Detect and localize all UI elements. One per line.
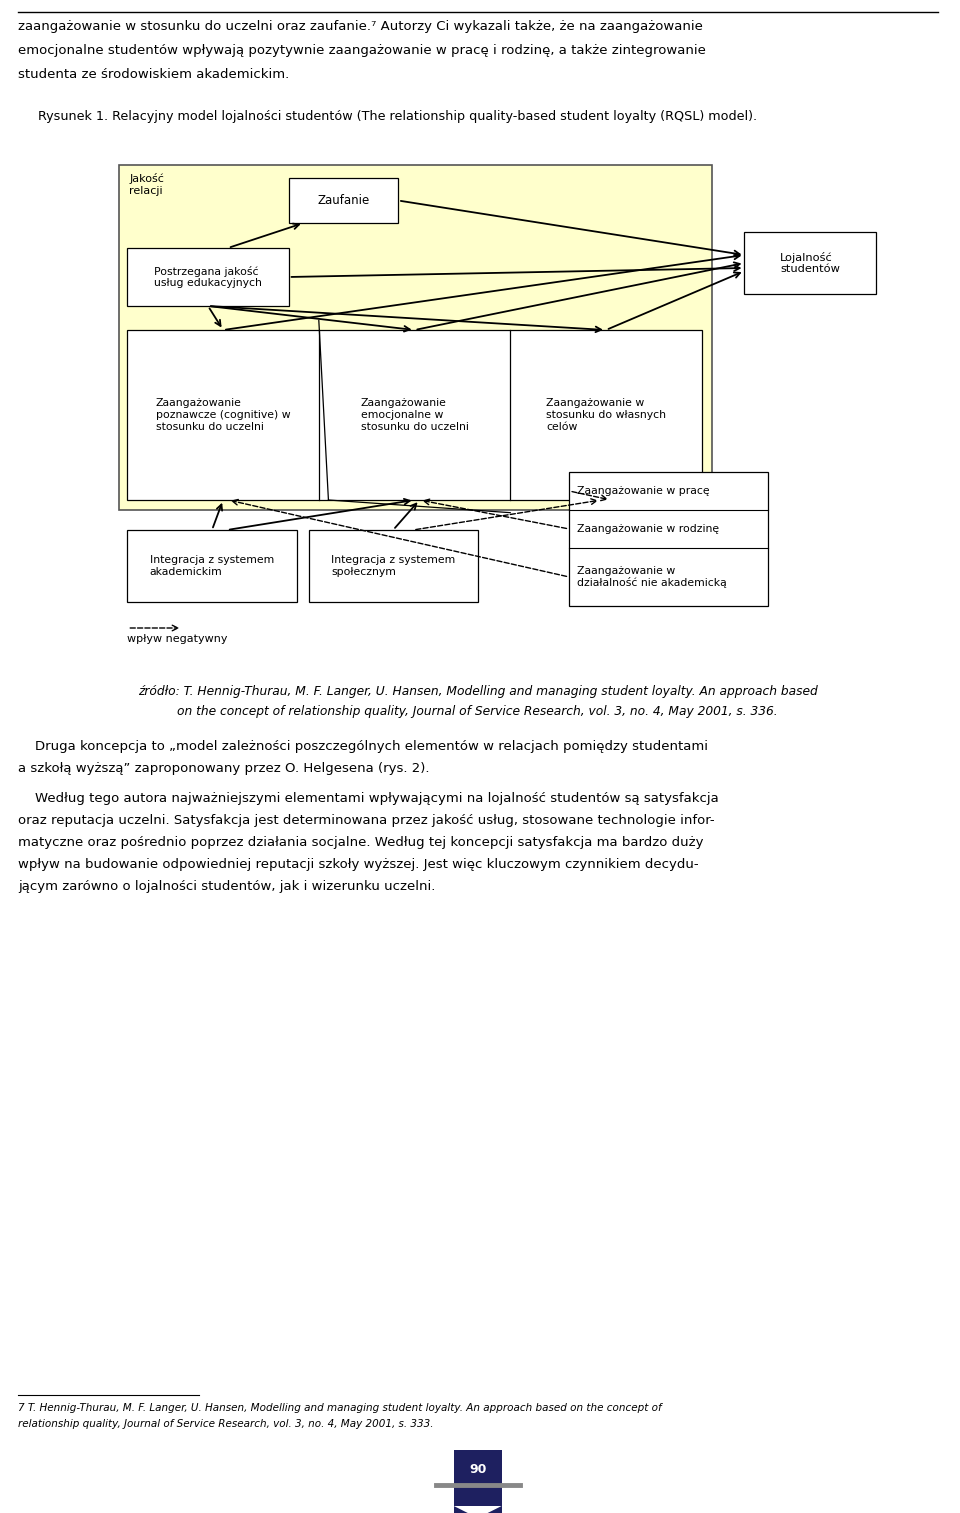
Bar bbox=[569, 472, 768, 607]
Text: wpływ na budowanie odpowiedniej reputacji szkoły wyższej. Jest więc kluczowym cz: wpływ na budowanie odpowiedniej reputacj… bbox=[18, 858, 699, 871]
Bar bbox=[128, 248, 289, 306]
Text: 90: 90 bbox=[469, 1463, 487, 1475]
Bar bbox=[308, 530, 478, 602]
Text: Zaangażowanie w
działalność nie akademicką: Zaangażowanie w działalność nie akademic… bbox=[577, 566, 727, 589]
Text: źródło: T. Hennig-Thurau, M. F. Langer, U. Hansen, Modelling and managing studen: źródło: T. Hennig-Thurau, M. F. Langer, … bbox=[138, 685, 818, 697]
Text: Integracja z systemem
społecznym: Integracja z systemem społecznym bbox=[331, 555, 455, 576]
Text: Zaangażowanie
emocjonalne w
stosunku do uczelni: Zaangażowanie emocjonalne w stosunku do … bbox=[361, 398, 468, 431]
Bar bbox=[289, 179, 398, 222]
Bar bbox=[119, 165, 711, 510]
Text: Jakość
relacji: Jakość relacji bbox=[130, 172, 164, 195]
Text: oraz reputacja uczelni. Satysfakcja jest determinowana przez jakość usług, stoso: oraz reputacja uczelni. Satysfakcja jest… bbox=[18, 814, 714, 828]
Text: Zaufanie: Zaufanie bbox=[317, 194, 370, 207]
Bar bbox=[454, 1449, 501, 1513]
Text: Zaangażowanie
poznawcze (cognitive) w
stosunku do uczelni: Zaangażowanie poznawcze (cognitive) w st… bbox=[156, 398, 291, 431]
Text: Według tego autora najważniejszymi elementami wpływającymi na lojalność studentó: Według tego autora najważniejszymi eleme… bbox=[18, 791, 719, 805]
Text: zaangażowanie w stosunku do uczelni oraz zaufanie.⁷ Autorzy Ci wykazali także, ż: zaangażowanie w stosunku do uczelni oraz… bbox=[18, 20, 703, 33]
Text: 7 T. Hennig-Thurau, M. F. Langer, U. Hansen, Modelling and managing student loya: 7 T. Hennig-Thurau, M. F. Langer, U. Han… bbox=[18, 1403, 661, 1413]
Text: Druga koncepcja to „model zależności poszczególnych elementów w relacjach pomięd: Druga koncepcja to „model zależności pos… bbox=[18, 740, 708, 753]
Text: Rysunek 1. Relacyjny model lojalności studentów (The relationship quality-based : Rysunek 1. Relacyjny model lojalności st… bbox=[37, 110, 756, 123]
Text: wpływ negatywny: wpływ negatywny bbox=[128, 634, 228, 645]
Text: relationship quality, Journal of Service Research, vol. 3, no. 4, May 2001, s. 3: relationship quality, Journal of Service… bbox=[18, 1419, 433, 1428]
Text: jącym zarówno o lojalności studentów, jak i wizerunku uczelni.: jącym zarówno o lojalności studentów, ja… bbox=[18, 881, 435, 893]
Bar bbox=[744, 231, 876, 294]
Polygon shape bbox=[454, 1505, 501, 1513]
Text: emocjonalne studentów wpływają pozytywnie zaangażowanie w pracę i rodzinę, a tak: emocjonalne studentów wpływają pozytywni… bbox=[18, 44, 706, 57]
Text: Lojalność
studentów: Lojalność studentów bbox=[780, 251, 840, 274]
Text: Integracja z systemem
akademickim: Integracja z systemem akademickim bbox=[150, 555, 275, 576]
Text: matyczne oraz pośrednio poprzez działania socjalne. Według tej koncepcji satysfa: matyczne oraz pośrednio poprzez działani… bbox=[18, 837, 704, 849]
Text: Zaangażowanie w
stosunku do własnych
celów: Zaangażowanie w stosunku do własnych cel… bbox=[546, 398, 666, 431]
Text: a szkołą wyższą” zaproponowany przez O. Helgesena (rys. 2).: a szkołą wyższą” zaproponowany przez O. … bbox=[18, 763, 429, 775]
Bar bbox=[128, 530, 297, 602]
Text: Zaangażowanie w rodzinę: Zaangażowanie w rodzinę bbox=[577, 523, 719, 534]
Text: Postrzegana jakość
usług edukacyjnych: Postrzegana jakość usług edukacyjnych bbox=[154, 266, 262, 289]
Text: Zaangażowanie w pracę: Zaangażowanie w pracę bbox=[577, 486, 709, 496]
Text: on the concept of relationship quality, Journal of Service Research, vol. 3, no.: on the concept of relationship quality, … bbox=[178, 705, 778, 719]
Text: studenta ze środowiskiem akademickim.: studenta ze środowiskiem akademickim. bbox=[18, 68, 289, 82]
Bar bbox=[128, 330, 702, 499]
